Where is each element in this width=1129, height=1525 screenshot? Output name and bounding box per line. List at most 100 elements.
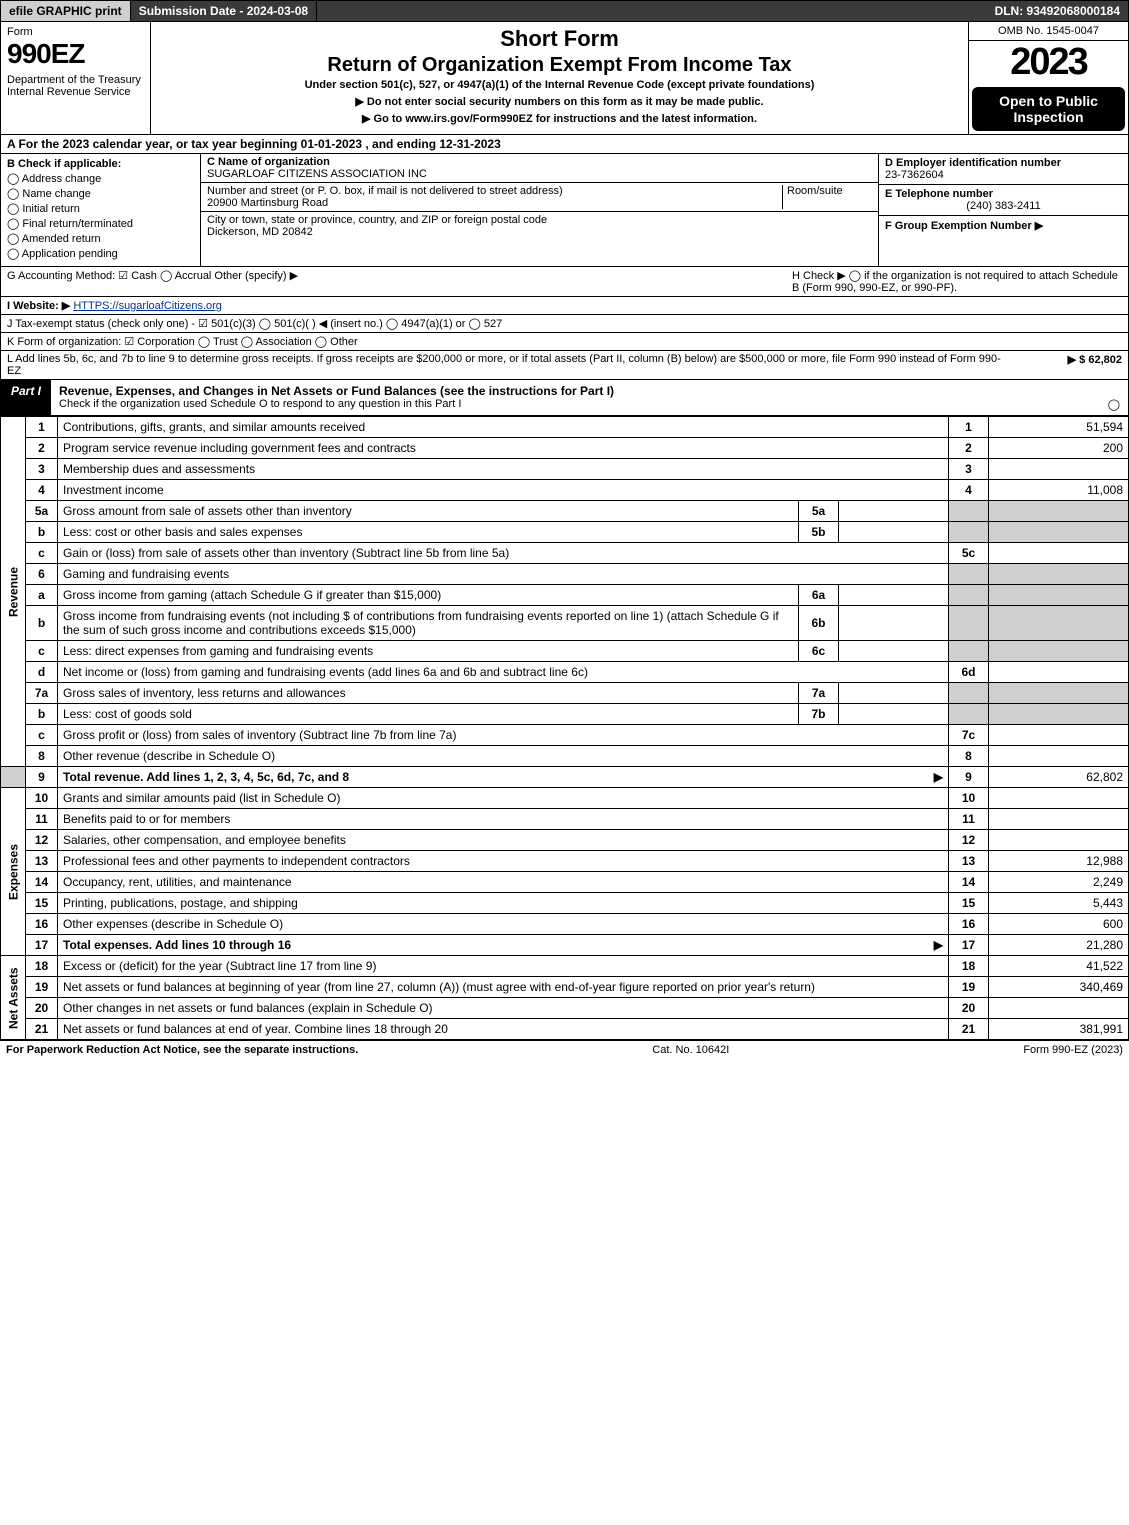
header-left: Form 990EZ Department of the Treasury In… — [1, 22, 151, 134]
website-link[interactable]: HTTPS://sugarloafCitizens.org — [73, 300, 222, 312]
city-label: City or town, state or province, country… — [207, 214, 872, 226]
line-val — [989, 788, 1129, 809]
omb-number: OMB No. 1545-0047 — [969, 22, 1128, 41]
table-row: 19Net assets or fund balances at beginni… — [1, 977, 1129, 998]
row-i-website: I Website: ▶ HTTPS://sugarloafCitizens.o… — [0, 297, 1129, 315]
i-label: I Website: ▶ — [7, 300, 70, 312]
line-val: 5,443 — [989, 893, 1129, 914]
line-desc: Gaming and fundraising events — [58, 564, 949, 585]
table-row: c Gain or (loss) from sale of assets oth… — [1, 543, 1129, 564]
line-num: 8 — [26, 746, 58, 767]
org-name: SUGARLOAF CITIZENS ASSOCIATION INC — [207, 168, 872, 180]
telephone-value: (240) 383-2411 — [885, 200, 1122, 212]
line-val-shade — [989, 641, 1129, 662]
line-col-shade — [949, 606, 989, 641]
line-col-shade — [949, 501, 989, 522]
line-desc: Less: cost of goods sold — [58, 704, 799, 725]
line-desc: Gain or (loss) from sale of assets other… — [58, 543, 949, 564]
submission-date: Submission Date - 2024-03-08 — [131, 1, 317, 21]
sub-col: 5a — [799, 501, 839, 522]
line-val: 2,249 — [989, 872, 1129, 893]
header-mid: Short Form Return of Organization Exempt… — [151, 22, 968, 134]
line-col: 5c — [949, 543, 989, 564]
line-val — [989, 725, 1129, 746]
cb-application-pending[interactable]: ◯ Application pending — [7, 247, 194, 260]
line-val — [989, 809, 1129, 830]
line-num: c — [26, 725, 58, 746]
line-num: 11 — [26, 809, 58, 830]
short-form-title: Short Form — [159, 26, 960, 52]
sub-val — [839, 606, 949, 641]
sub-val — [839, 704, 949, 725]
part-1-checkbox[interactable]: ◯ — [1108, 398, 1120, 411]
line-val: 381,991 — [989, 1019, 1129, 1040]
table-row: 16Other expenses (describe in Schedule O… — [1, 914, 1129, 935]
line-desc: Printing, publications, postage, and shi… — [58, 893, 949, 914]
line-desc: Gross sales of inventory, less returns a… — [58, 683, 799, 704]
line-desc: Professional fees and other payments to … — [58, 851, 949, 872]
sub-col: 5b — [799, 522, 839, 543]
line-val: 41,522 — [989, 956, 1129, 977]
line-desc: Other changes in net assets or fund bala… — [58, 998, 949, 1019]
line-col: 1 — [949, 417, 989, 438]
line-num: 7a — [26, 683, 58, 704]
line-num: 21 — [26, 1019, 58, 1040]
table-row: 6 Gaming and fundraising events — [1, 564, 1129, 585]
line-val: 200 — [989, 438, 1129, 459]
line-num: 6 — [26, 564, 58, 585]
line-col: 6d — [949, 662, 989, 683]
ssn-warning: ▶ Do not enter social security numbers o… — [159, 95, 960, 108]
page-footer: For Paperwork Reduction Act Notice, see … — [0, 1040, 1129, 1059]
cb-final-return-label: Final return/terminated — [22, 218, 133, 230]
part-1-header: Part I Revenue, Expenses, and Changes in… — [0, 380, 1129, 416]
cb-final-return[interactable]: ◯ Final return/terminated — [7, 217, 194, 230]
row-j-tax-exempt: J Tax-exempt status (check only one) - ☑… — [0, 315, 1129, 333]
cb-address-change[interactable]: ◯ Address change — [7, 172, 194, 185]
line-num: 16 — [26, 914, 58, 935]
group-exemption-label: F Group Exemption Number ▶ — [885, 219, 1122, 232]
line-col-shade — [949, 683, 989, 704]
table-row: 20Other changes in net assets or fund ba… — [1, 998, 1129, 1019]
table-row: 21Net assets or fund balances at end of … — [1, 1019, 1129, 1040]
line-num: 4 — [26, 480, 58, 501]
line-num: 5a — [26, 501, 58, 522]
line-col-shade — [949, 522, 989, 543]
room-suite-label: Room/suite — [782, 185, 872, 209]
line-desc: Gross income from fundraising events (no… — [58, 606, 799, 641]
line-val-shade — [989, 522, 1129, 543]
footer-form-id: Form 990-EZ (2023) — [1023, 1044, 1123, 1056]
table-row: 4 Investment income 4 11,008 — [1, 480, 1129, 501]
goto-link[interactable]: ▶ Go to www.irs.gov/Form990EZ for instru… — [159, 112, 960, 125]
section-d-e-f: D Employer identification number 23-7362… — [878, 154, 1128, 266]
line-col: 7c — [949, 725, 989, 746]
line-val: 62,802 — [989, 767, 1129, 788]
line-desc: Program service revenue including govern… — [58, 438, 949, 459]
line-num: 10 — [26, 788, 58, 809]
table-row: 3 Membership dues and assessments 3 — [1, 459, 1129, 480]
cb-name-change-label: Name change — [22, 188, 91, 200]
cb-initial-return[interactable]: ◯ Initial return — [7, 202, 194, 215]
cb-name-change[interactable]: ◯ Name change — [7, 187, 194, 200]
line-num: 18 — [26, 956, 58, 977]
line-num: 13 — [26, 851, 58, 872]
line-val: 12,988 — [989, 851, 1129, 872]
line-col: 18 — [949, 956, 989, 977]
table-row: 11Benefits paid to or for members11 — [1, 809, 1129, 830]
line-desc: Gross income from gaming (attach Schedul… — [58, 585, 799, 606]
cb-amended-return[interactable]: ◯ Amended return — [7, 232, 194, 245]
line-num: c — [26, 543, 58, 564]
line-col: 11 — [949, 809, 989, 830]
line-desc: Net assets or fund balances at beginning… — [58, 977, 949, 998]
table-row: 14Occupancy, rent, utilities, and mainte… — [1, 872, 1129, 893]
line-val — [989, 746, 1129, 767]
efile-print-button[interactable]: efile GRAPHIC print — [1, 1, 131, 21]
table-row: Net Assets 18Excess or (deficit) for the… — [1, 956, 1129, 977]
cb-address-change-label: Address change — [22, 173, 102, 185]
form-number: 990EZ — [7, 38, 144, 70]
table-row: b Less: cost of goods sold 7b — [1, 704, 1129, 725]
line-val: 21,280 — [989, 935, 1129, 956]
line-num: 1 — [26, 417, 58, 438]
sub-col: 7a — [799, 683, 839, 704]
table-row: Revenue 1 Contributions, gifts, grants, … — [1, 417, 1129, 438]
org-info-grid: B Check if applicable: ◯ Address change … — [0, 154, 1129, 267]
